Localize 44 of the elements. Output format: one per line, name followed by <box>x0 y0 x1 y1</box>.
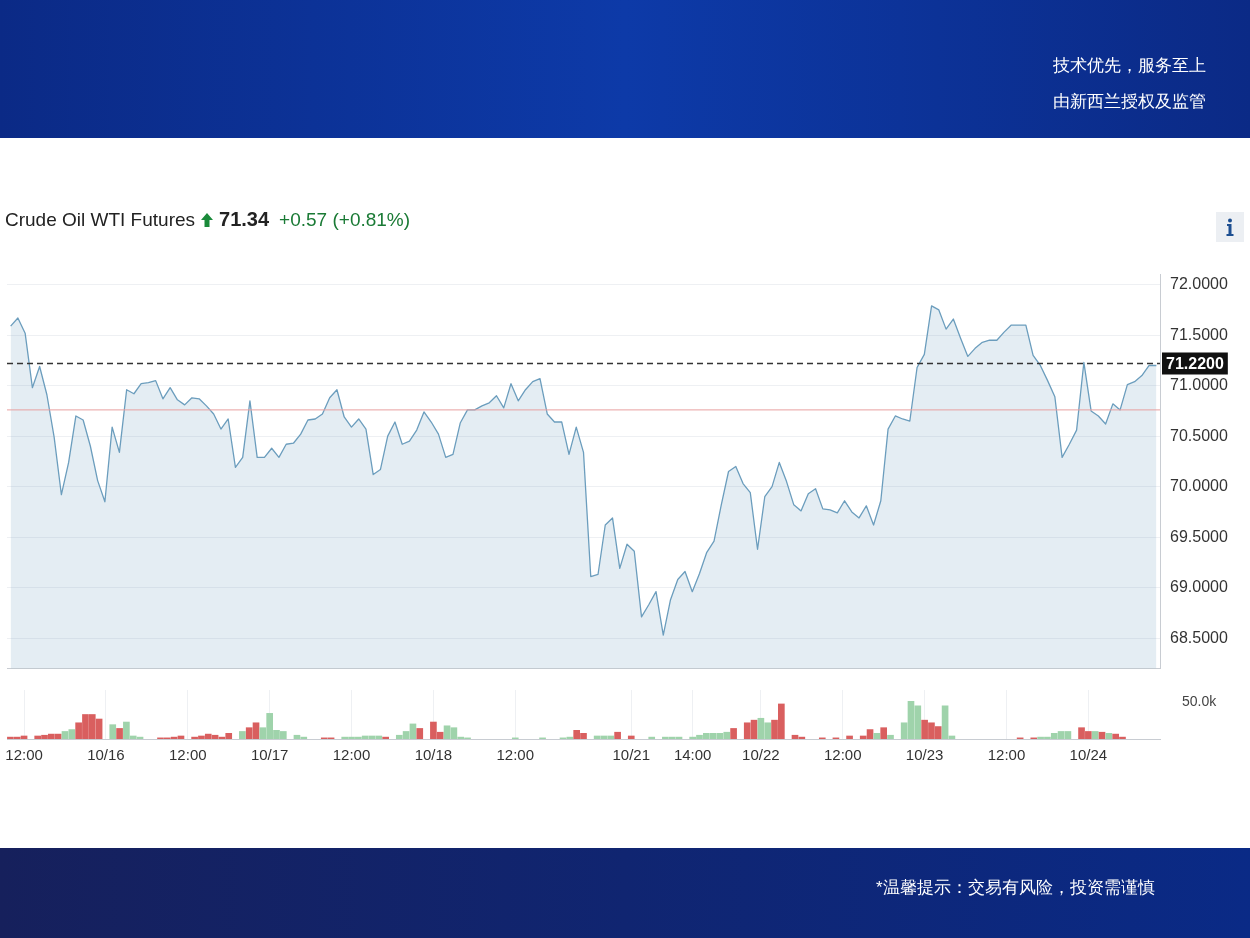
x-tick-label: 10/21 <box>612 746 651 764</box>
bar <box>887 734 894 739</box>
y-tick-label: 69.0000 <box>1170 578 1228 596</box>
chart-title: Crude Oil WTI Futures <box>5 208 196 231</box>
bar <box>416 728 424 739</box>
y-tick-label: 70.0000 <box>1170 477 1228 495</box>
ref-line-label: 71.2200 <box>1166 354 1224 372</box>
bar <box>730 728 737 739</box>
y-tick-label: 69.5000 <box>1170 527 1228 545</box>
bar <box>648 736 656 739</box>
y-tick-label: 71.0000 <box>1170 376 1228 394</box>
x-tick-label: 10/22 <box>742 746 780 764</box>
y-tick-label: 70.5000 <box>1170 426 1228 444</box>
text: 技术优先，服务至上 <box>1053 55 1206 77</box>
text: 由新西兰授权及监管 <box>1053 91 1206 113</box>
chart-subtitle: 71.34 +0.57 (+0.81%) <box>219 208 411 231</box>
y-tick-label: 68.5000 <box>1170 628 1228 646</box>
bar <box>880 727 888 739</box>
x-tick-label: 12:00 <box>169 746 207 764</box>
x-tick-label: 12:00 <box>496 746 535 764</box>
bar <box>627 735 635 739</box>
x-tick-label: 10/18 <box>414 746 453 764</box>
y-tick-label: 72.0000 <box>1170 275 1228 293</box>
x-tick-label: 10/16 <box>87 746 125 764</box>
x-tick-label: 10/23 <box>905 746 944 764</box>
bar <box>239 731 246 739</box>
x-tick-label: 12:00 <box>823 746 862 764</box>
x-tick-label: 10/17 <box>250 746 289 764</box>
bar <box>873 733 881 739</box>
bar <box>382 736 389 739</box>
x-tick-label: 12:00 <box>332 746 371 764</box>
x-tick-label: 10/24 <box>1069 746 1108 764</box>
y-tick-label: 71.5000 <box>1170 325 1228 343</box>
bar <box>846 735 853 739</box>
x-tick-label: 14:00 <box>673 746 712 764</box>
x-tick-label: 12:00 <box>987 746 1026 764</box>
bar <box>614 731 621 739</box>
bar <box>116 728 123 739</box>
bar <box>1105 733 1113 739</box>
text: 50.0k <box>1182 692 1218 709</box>
x-tick-label: 12:00 <box>5 746 43 764</box>
text: *温馨提示：交易有风险，投资需谨慎 <box>876 877 1155 899</box>
bar <box>109 724 117 739</box>
bar <box>1091 731 1099 739</box>
